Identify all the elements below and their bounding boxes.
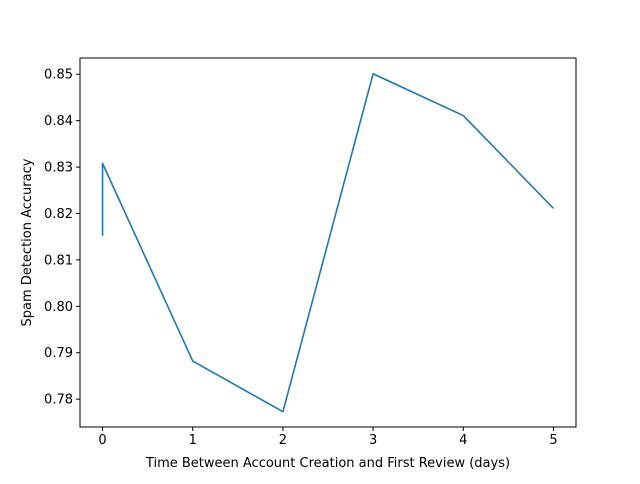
x-tick-label: 2 (279, 433, 287, 448)
y-tick-label: 0.83 (44, 161, 73, 176)
x-tick-label: 1 (189, 433, 197, 448)
y-axis-label: Spam Detection Accuracy (20, 158, 35, 326)
y-tick-label: 0.82 (44, 207, 73, 222)
x-tick-label: 3 (369, 433, 377, 448)
x-tick-label: 4 (459, 433, 467, 448)
x-tick-label: 5 (549, 433, 557, 448)
series-line-0 (101, 72, 555, 413)
y-tick-label: 0.78 (44, 393, 73, 408)
y-tick-label: 0.84 (44, 114, 73, 129)
axes: 0 1 2 3 4 5 0.78 0.79 0.80 0.81 0.82 0.83 0.84 0.85 (44, 57, 577, 448)
x-axis-label: Time Between Account Creation and First … (145, 456, 510, 471)
y-tick-label: 0.80 (44, 300, 73, 315)
x-tick-label: 0 (98, 433, 106, 448)
y-tick-label: 0.85 (44, 68, 73, 83)
y-tick-label: 0.79 (44, 346, 73, 361)
axes-frame (79, 57, 577, 428)
plot-area (101, 72, 555, 413)
y-tick-label: 0.81 (44, 253, 73, 268)
